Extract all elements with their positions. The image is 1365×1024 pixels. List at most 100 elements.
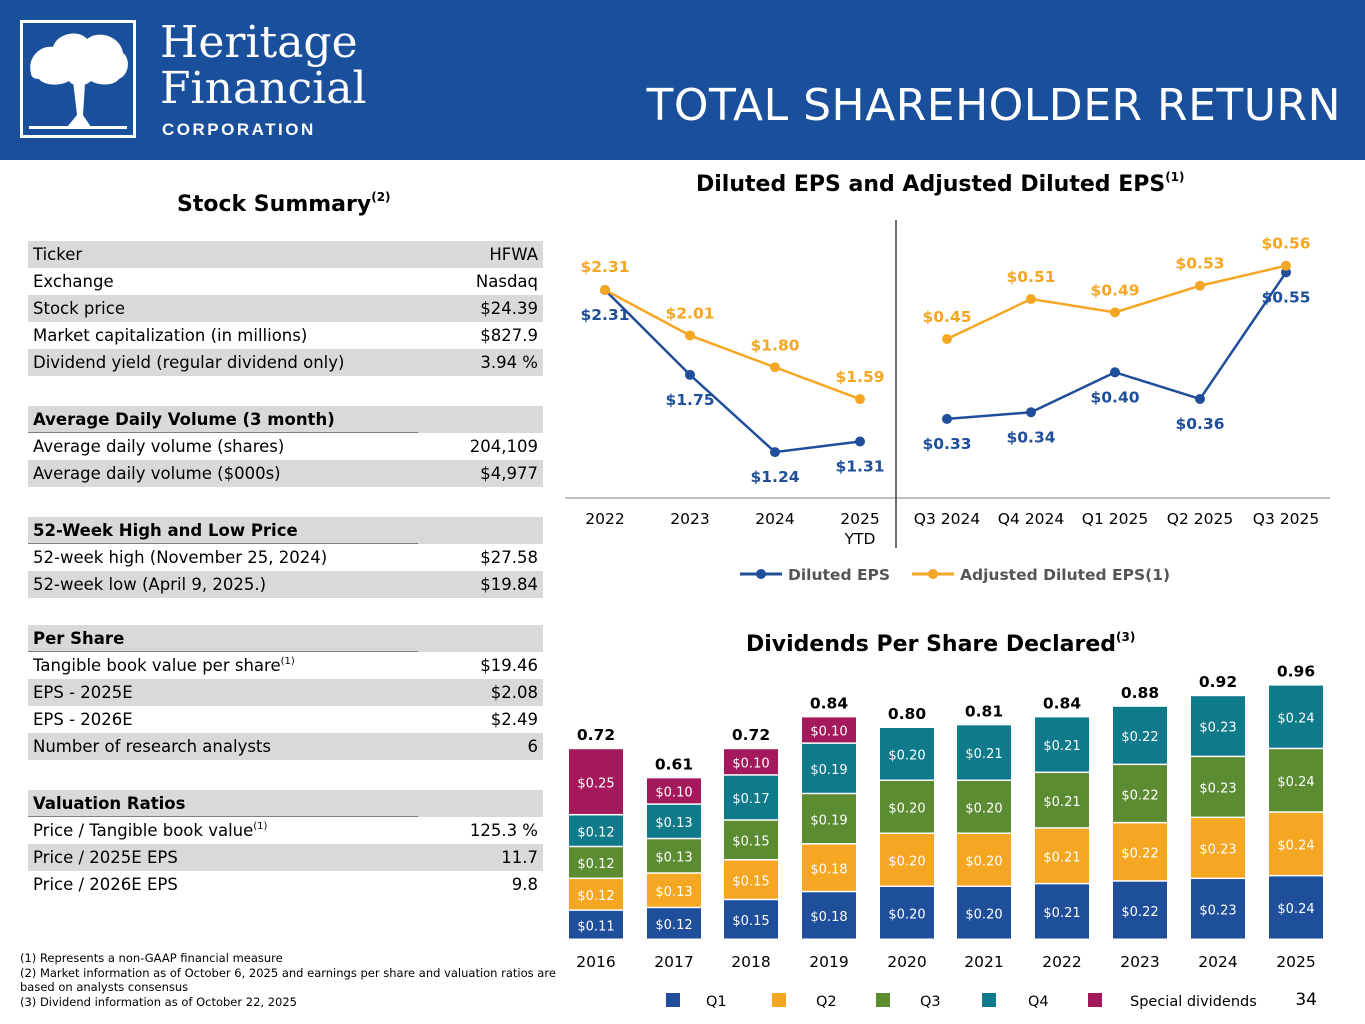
table-row: 52-week low (April 9, 2025.) $19.84	[28, 571, 543, 598]
table-row: 52-week high (November 25, 2024) $27.58	[33, 548, 538, 567]
series-line-diluted	[604, 289, 861, 454]
x-tick-label: 2025	[840, 510, 879, 528]
data-label: $0.36	[1175, 415, 1224, 433]
bar-segment-label: $0.19	[810, 813, 847, 828]
data-label: $0.56	[1261, 235, 1310, 253]
data-label: $1.31	[835, 458, 884, 476]
bar-segment-label: $0.23	[1199, 782, 1236, 797]
data-label: $0.49	[1090, 281, 1139, 299]
stock-summary-title: Stock Summary(2)	[177, 190, 391, 217]
logo-text-corporation: CORPORATION	[162, 120, 316, 139]
bar-segment-q4	[1113, 706, 1167, 764]
data-point	[1110, 307, 1120, 318]
bar-segment-label: $0.13	[655, 885, 692, 900]
bar-segment-label: $0.13	[655, 851, 692, 866]
bar-total-label: 0.72	[577, 726, 615, 744]
bar-segment-q4	[802, 743, 856, 793]
data-point	[855, 436, 865, 447]
x-tick-label: 2024	[755, 510, 794, 528]
legend-swatch	[772, 993, 786, 1007]
bar-segment-label: $0.20	[888, 749, 925, 764]
bar-segment-label: $0.15	[732, 874, 769, 889]
table-row: Price / 2025E EPS 11.7	[28, 844, 543, 871]
data-point	[685, 330, 695, 341]
bar-segment-label: $0.20	[888, 855, 925, 870]
x-tick-label: 2020	[887, 953, 926, 971]
bar-segment-label: $0.12	[577, 825, 614, 840]
bar-segment-q4	[957, 725, 1011, 780]
bar-segment-label: $0.19	[810, 763, 847, 778]
bar-segment-q2	[1269, 812, 1323, 875]
x-tick-label: YTD	[844, 530, 876, 548]
high-low-table: 52-Week High and Low Price 52-week high …	[28, 517, 543, 598]
data-point	[1281, 260, 1291, 271]
bar-total-label: 0.72	[732, 726, 770, 744]
x-tick-label: 2023	[1120, 953, 1159, 971]
section-heading: 52-Week High and Low Price	[28, 517, 543, 544]
x-tick-label: 2019	[809, 953, 848, 971]
x-tick-label: 2024	[1198, 953, 1237, 971]
bar-segment-label: $0.21	[1043, 795, 1080, 810]
bar-segment-q4	[569, 815, 623, 846]
bar-segment-q1	[724, 900, 778, 939]
footnote-3: (3) Dividend information as of October 2…	[20, 994, 297, 1009]
bar-segment-label: $0.12	[577, 889, 614, 904]
bar-segment-label: $0.23	[1199, 721, 1236, 736]
data-label: $1.59	[835, 368, 884, 386]
bar-segment-q4	[724, 775, 778, 820]
table-row: Price / 2026E EPS 9.8	[33, 875, 538, 894]
footnote-2: (2) Market information as of October 6, …	[20, 965, 556, 995]
bar-segment-q4	[880, 728, 934, 780]
x-tick-label: Q1 2025	[1082, 510, 1148, 528]
bar-segment-label: $0.12	[655, 918, 692, 933]
table-row: Dividend yield (regular dividend only) 3.…	[28, 349, 543, 376]
bar-segment-q3	[724, 820, 778, 859]
legend-label: Q3	[920, 994, 941, 1010]
dividends-stacked-bar-chart: $0.11 $0.12 $0.12 $0.12 $0.25 0.72 2016 $0.12 $0…	[569, 663, 1323, 1010]
x-tick-label: Q4 2024	[998, 510, 1064, 528]
bar-segment-label: $0.22	[1121, 788, 1158, 803]
bar-segment-label: $0.20	[965, 802, 1002, 817]
bar-segment-q2	[802, 844, 856, 891]
bar-segment-q4	[1191, 696, 1245, 756]
bar-segment-q3	[569, 847, 623, 878]
bar-segment-label: $0.23	[1199, 843, 1236, 858]
bar-segment-q2	[724, 860, 778, 899]
table-row: Price / Tangible book value(1) 125.3 %	[33, 821, 538, 840]
data-label: $2.01	[665, 304, 714, 322]
data-point	[685, 369, 695, 380]
bar-segment-q3	[880, 781, 934, 833]
bar-segment-q1	[957, 887, 1011, 939]
bar-segment-q1	[647, 908, 701, 939]
bar-segment-label: $0.22	[1121, 847, 1158, 862]
table-row: EPS - 2025E $2.08	[28, 679, 543, 706]
bar-segment-label: $0.21	[965, 747, 1002, 762]
bar-segment-label: $0.11	[577, 919, 614, 934]
data-label: $0.55	[1261, 288, 1310, 306]
table-row: Average daily volume ($000s) $4,977	[28, 460, 543, 487]
data-label: $0.33	[922, 435, 971, 453]
footnotes: (1) Represents a non-GAAP financial meas…	[20, 951, 565, 1009]
legend-swatch	[982, 993, 996, 1007]
x-tick-label: 2025	[1276, 953, 1315, 971]
bar-segment-label: $0.24	[1277, 839, 1314, 854]
bar-segment-q2	[647, 873, 701, 907]
data-point	[600, 285, 610, 295]
bar-segment-q2	[880, 834, 934, 886]
bar-segment-label: $0.22	[1121, 905, 1158, 920]
x-tick-label: Q3 2024	[914, 510, 980, 528]
bar-segment-q2	[1191, 818, 1245, 878]
bar-segment-label: $0.21	[1043, 851, 1080, 866]
eps-line-chart: $2.31 $2.31 $2.01 $1.75 $1.80 $1.24 $1.59 $1.31…	[565, 220, 1330, 584]
logo-text-heritage: Heritage	[160, 17, 358, 68]
bar-segment-label: $0.18	[810, 910, 847, 925]
data-point	[942, 334, 952, 344]
x-tick-label: 2023	[670, 510, 709, 528]
stock-summary-table: Ticker HFWA Exchange Nasdaq Stock price $24…	[28, 241, 543, 376]
series-line-adjusted	[946, 264, 1287, 341]
bar-segment-q2	[1113, 823, 1167, 881]
data-label: $0.40	[1090, 388, 1139, 406]
bar-segment-label: $0.20	[888, 908, 925, 923]
data-label: $2.31	[580, 258, 629, 276]
x-tick-label: Q3 2025	[1253, 510, 1319, 528]
